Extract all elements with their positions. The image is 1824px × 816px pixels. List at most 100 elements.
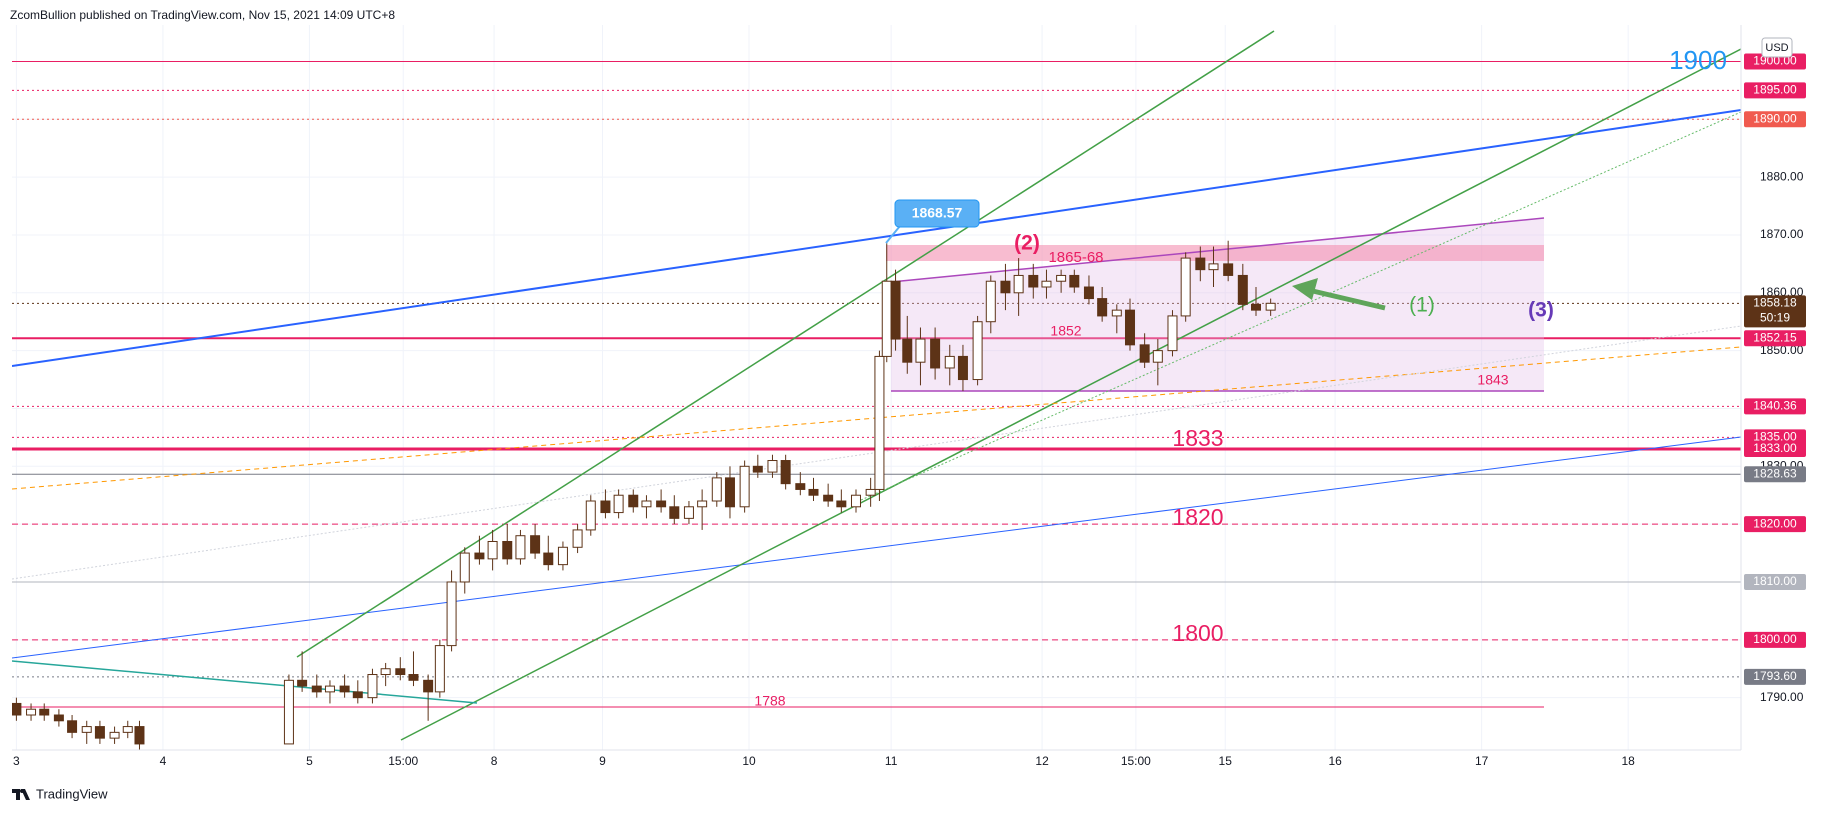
price-label: 1793.60 <box>1753 669 1797 683</box>
candle-body <box>572 529 583 548</box>
candle-body <box>1167 315 1178 352</box>
annotation: 1865-68 <box>1048 249 1103 266</box>
candle-body <box>380 668 391 676</box>
candle-body <box>1223 263 1234 276</box>
y-tick-label: 1790.00 <box>1760 690 1804 704</box>
candle-body <box>1069 274 1080 288</box>
x-tick-label: 15:00 <box>1121 754 1151 768</box>
price-label-box <box>1744 466 1806 483</box>
x-tick-label: 16 <box>1328 754 1342 768</box>
price-label: 1810.00 <box>1753 574 1797 588</box>
candle-body <box>12 702 22 716</box>
price-label: 1858.18 <box>1753 295 1797 309</box>
candle-body <box>930 338 941 369</box>
candle-body <box>1111 309 1122 317</box>
candle-body <box>67 720 78 733</box>
candle-body <box>297 679 308 687</box>
candle-body <box>109 731 120 739</box>
candle-body <box>53 714 64 722</box>
candle-body <box>1208 263 1219 271</box>
candle-body <box>600 500 611 514</box>
price-label-box <box>1744 516 1806 533</box>
price-label-box <box>1744 631 1806 648</box>
candle-body <box>543 552 554 566</box>
price-label: 1835.00 <box>1753 430 1797 444</box>
candle-body <box>1265 302 1276 311</box>
candles <box>12 240 1276 750</box>
candle-body <box>434 645 445 693</box>
candle-body <box>972 321 983 381</box>
x-tick-label: 12 <box>1035 754 1049 768</box>
candle-body <box>1041 280 1052 288</box>
callout-box <box>894 199 980 228</box>
callout-pointer <box>885 225 901 244</box>
candle-body <box>1139 344 1150 363</box>
candle-body <box>446 581 457 647</box>
annotations: 1900 1833 1820 1800 1843 1852 1865-68 (2… <box>754 45 1727 709</box>
price-label-box <box>1744 111 1806 128</box>
candle-body <box>311 685 322 693</box>
currency-box <box>1761 37 1793 58</box>
price-label-box <box>1744 53 1806 70</box>
axes: 1790.001800.001810.001820.001830.001840.… <box>13 53 1806 768</box>
trend-line <box>12 436 1741 659</box>
callout-text: 1868.57 <box>912 205 963 221</box>
x-tick-label: 9 <box>599 754 606 768</box>
candle-body <box>94 726 105 739</box>
price-label-box <box>1744 295 1806 328</box>
x-tick-label: 18 <box>1621 754 1635 768</box>
candle-body <box>865 488 876 496</box>
annotation: 1852 <box>1050 323 1081 339</box>
candle-body <box>902 338 913 363</box>
candle-body <box>459 552 470 583</box>
candle-body <box>1237 274 1248 305</box>
header-title: ZcomBullion published on TradingView.com… <box>10 8 395 22</box>
x-tick-label: 3 <box>13 754 20 768</box>
candle-body <box>836 500 847 508</box>
x-tick-label: 15 <box>1219 754 1233 768</box>
price-label-box <box>1744 573 1806 590</box>
wave-label: (1) <box>1409 294 1435 317</box>
candle-body <box>915 338 926 363</box>
candle-body <box>324 685 335 693</box>
candle-body <box>739 465 750 508</box>
candle-body <box>683 506 694 519</box>
annotation: 1788 <box>754 693 785 709</box>
price-label: 1800.00 <box>1753 632 1797 646</box>
candle-body <box>656 500 667 508</box>
candle-body <box>1028 274 1039 288</box>
candle-body <box>613 494 624 514</box>
candle-body <box>874 355 885 490</box>
x-tick-label: 11 <box>885 754 898 768</box>
candle-body <box>352 691 363 699</box>
candle-body <box>408 674 419 681</box>
trend-line <box>12 660 478 704</box>
price-label: 1833.00 <box>1753 441 1797 455</box>
y-tick-label: 1880.00 <box>1760 169 1804 183</box>
logo-dot <box>20 789 24 793</box>
candle-body <box>957 355 968 381</box>
candle-body <box>724 477 735 508</box>
price-label: 1852.15 <box>1753 330 1797 344</box>
candle-body <box>26 708 37 716</box>
candle-body <box>395 668 406 676</box>
candle-body <box>1013 274 1024 294</box>
y-tick-label: 1850.00 <box>1760 343 1804 357</box>
x-tick-label: 15:00 <box>388 754 418 768</box>
candle-body <box>367 674 378 699</box>
arrow-head <box>1292 278 1318 300</box>
x-tick-label: 4 <box>160 754 167 768</box>
candle-body <box>1152 350 1163 363</box>
candle-body <box>823 494 834 502</box>
candle-body <box>502 540 513 560</box>
x-tick-label: 10 <box>742 754 756 768</box>
candle-body <box>1083 286 1094 300</box>
resistance-zone <box>886 245 1544 261</box>
footer-logo <box>12 789 30 800</box>
candle-body <box>39 708 50 716</box>
countdown: 50:19 <box>1760 310 1790 324</box>
candle-body <box>474 552 485 560</box>
trend-line <box>860 111 1741 501</box>
